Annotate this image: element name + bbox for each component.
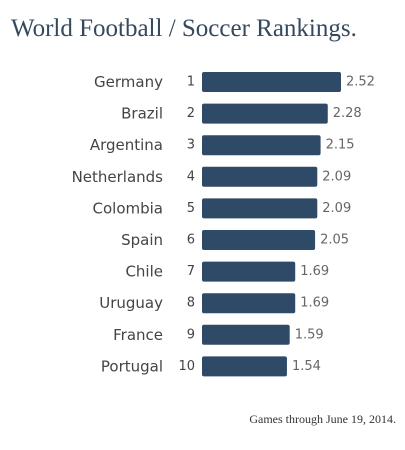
- rank-label: 10: [178, 359, 195, 374]
- value-label: 1.69: [300, 264, 329, 279]
- bar: [202, 72, 341, 92]
- value-label: 2.09: [322, 201, 351, 216]
- rank-label: 6: [187, 233, 195, 248]
- bar: [202, 356, 287, 377]
- bar: [202, 103, 328, 124]
- value-label: 1.59: [295, 327, 324, 342]
- category-label: Netherlands: [72, 168, 164, 186]
- category-label: France: [113, 326, 163, 344]
- rank-label: 7: [187, 264, 195, 279]
- category-label: Germany: [94, 73, 163, 91]
- rank-label: 9: [187, 327, 195, 342]
- bar: [202, 166, 318, 187]
- rank-label: 2: [187, 106, 195, 121]
- bar: [202, 230, 316, 250]
- bar: [202, 324, 290, 345]
- category-label: Brazil: [121, 105, 163, 123]
- value-label: 2.52: [346, 75, 375, 90]
- category-label: Chile: [125, 263, 163, 281]
- rank-label: 8: [187, 296, 195, 311]
- rank-label: 3: [187, 138, 195, 153]
- value-label: 2.09: [322, 169, 351, 184]
- value-label: 2.05: [320, 233, 349, 248]
- rank-label: 5: [187, 201, 195, 216]
- category-label: Colombia: [93, 199, 164, 217]
- bar: [202, 261, 296, 282]
- bar: [202, 198, 318, 219]
- value-label: 2.15: [326, 138, 355, 153]
- category-label: Spain: [121, 231, 163, 249]
- category-label: Uruguay: [99, 294, 163, 312]
- chart-title: World Football / Soccer Rankings.: [11, 15, 357, 42]
- bar: [202, 135, 321, 156]
- footnote: Games through June 19, 2014.: [249, 412, 396, 426]
- category-label: Portugal: [101, 357, 163, 375]
- bar: [202, 293, 296, 314]
- bar-chart: Germany 1 2.52 Brazil 2 2.28 Argentina 3 2.15 Net…: [72, 72, 375, 377]
- rank-label: 1: [187, 75, 195, 90]
- value-label: 1.69: [300, 296, 329, 311]
- value-label: 2.28: [333, 106, 362, 121]
- category-label: Argentina: [90, 136, 163, 154]
- rank-label: 4: [187, 169, 195, 184]
- value-label: 1.54: [292, 359, 321, 374]
